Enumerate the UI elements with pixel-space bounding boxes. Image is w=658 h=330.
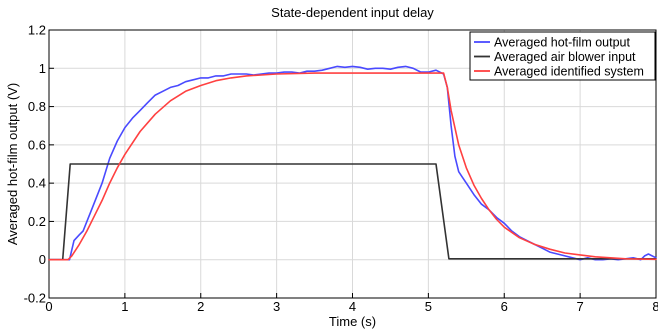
y-axis-label: Averaged hot-film output (V)	[5, 83, 20, 245]
y-tick-label: 0.8	[28, 99, 46, 114]
legend-item: Averaged hot-film output	[474, 35, 630, 49]
y-tick-label: -0.2	[24, 291, 46, 306]
y-tick: 1	[39, 61, 54, 76]
legend-box	[469, 31, 656, 81]
x-tick-label: 8	[652, 299, 658, 314]
x-tick: 2	[197, 293, 204, 314]
x-tick-label: 2	[197, 299, 204, 314]
y-tick-label: 0.2	[28, 214, 46, 229]
x-tick: 1	[121, 293, 128, 314]
x-tick-label: 0	[45, 299, 52, 314]
x-tick: 4	[349, 293, 356, 314]
x-tick: 6	[501, 293, 508, 314]
y-tick-label: 1	[39, 61, 46, 76]
y-tick: 1.2	[28, 23, 54, 38]
x-tick: 0	[45, 293, 53, 314]
legend-label: Averaged air blower input	[494, 50, 636, 64]
x-tick-label: 5	[425, 299, 432, 314]
x-tick-label: 3	[273, 299, 280, 314]
x-tick: 7	[577, 293, 584, 314]
x-tick-label: 6	[501, 299, 508, 314]
x-tick: 3	[273, 293, 280, 314]
series-lines	[48, 65, 657, 261]
x-tick-label: 1	[121, 299, 128, 314]
legend-item: Averaged air blower input	[474, 50, 636, 64]
y-tick-label: 0.4	[28, 176, 46, 191]
x-tick-label: 4	[349, 299, 356, 314]
x-tick-label: 7	[577, 299, 584, 314]
y-tick-label: 1.2	[28, 23, 46, 38]
chart-title: State-dependent input delay	[271, 5, 434, 20]
y-tick-label: 0	[39, 252, 46, 267]
x-axis-label: Time (s)	[329, 314, 376, 329]
x-axis-ticks: 0 1 2 3 4 5 6 7 8	[45, 293, 658, 314]
legend-label: Averaged hot-film output	[494, 35, 630, 49]
x-tick: 8	[652, 293, 658, 314]
y-tick: 0.8	[28, 99, 54, 114]
y-tick: 0.6	[28, 137, 54, 152]
y-tick: -0.2	[24, 291, 54, 306]
legend-item: Averaged identified system	[474, 64, 644, 78]
x-tick: 5	[425, 293, 432, 314]
series-line-3	[48, 72, 657, 261]
y-tick-label: 0.6	[28, 137, 46, 152]
series-line-1	[48, 65, 657, 261]
y-axis-ticks: -0.2 0 0.2 0.4 0.6 0.8 1 1.2	[24, 23, 54, 306]
y-tick: 0.4	[28, 176, 54, 191]
y-tick: 0.2	[28, 214, 54, 229]
legend-label: Averaged identified system	[494, 64, 644, 78]
